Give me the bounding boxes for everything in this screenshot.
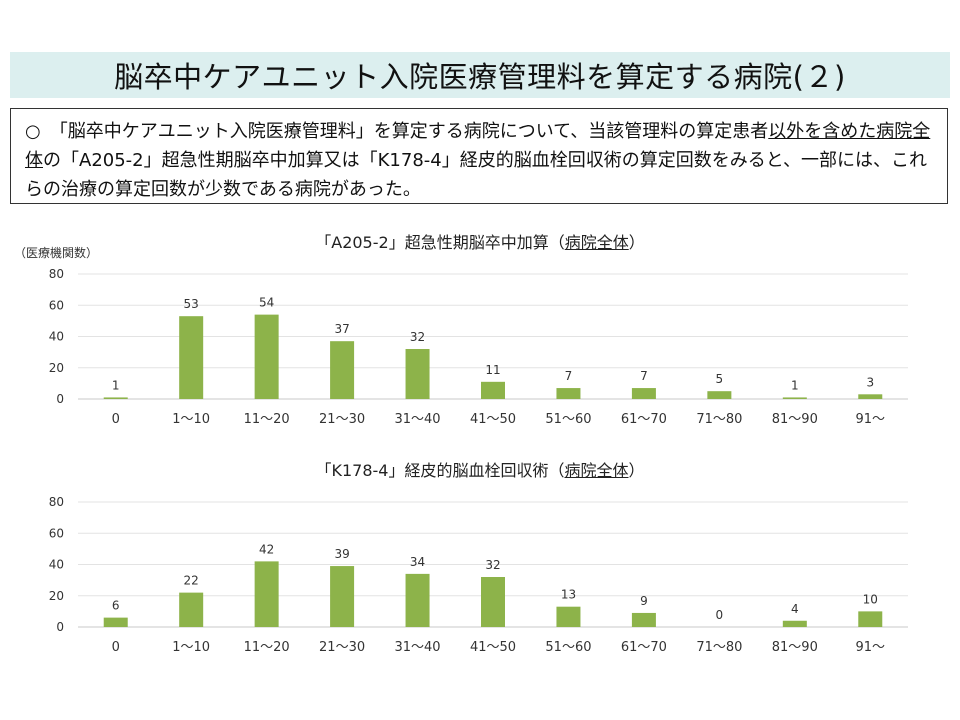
chart2-x-tick-label: 61～70	[621, 640, 667, 655]
chart1-data-label: 11	[485, 363, 500, 377]
chart2-x-tick-label: 91～	[855, 640, 885, 655]
chart2-y-tick-label: 20	[49, 589, 64, 603]
chart1-x-tick-label: 11～20	[244, 412, 290, 427]
chart1-bar	[707, 391, 732, 399]
summary-text: ○ 「脳卒中ケアユニット入院医療管理料」を算定する病院について、当該管理料の算定…	[25, 117, 933, 204]
chart2-x-tick-label: 11～20	[244, 640, 290, 655]
chart1-data-label: 1	[112, 378, 120, 392]
chart2-bar	[556, 606, 581, 627]
chart2-data-label: 13	[561, 588, 576, 602]
chart2-data-label: 32	[485, 558, 500, 572]
chart1-data-label: 1	[791, 378, 799, 392]
chart1-bar	[782, 397, 807, 399]
chart1-data-label: 32	[410, 330, 425, 344]
chart2-y-tick-label: 60	[49, 526, 64, 540]
chart1-data-label: 3	[866, 375, 874, 389]
chart2-bar	[179, 592, 204, 627]
chart1-bar	[254, 314, 279, 399]
chart1-x-tick-label: 91～	[855, 412, 885, 427]
chart1-y-tick-label: 20	[49, 361, 64, 375]
chart1-data-label: 53	[184, 297, 199, 311]
chart2-bar	[858, 611, 883, 627]
chart1-title-suffix: ）	[628, 233, 645, 252]
chart2-data-label: 9	[640, 594, 648, 608]
chart2-data-label: 34	[410, 555, 425, 569]
chart2-x-tick-label: 71～80	[696, 640, 742, 655]
chart2-x-tick-label: 0	[112, 640, 120, 655]
chart1-bar	[405, 349, 430, 399]
chart2-bar	[330, 566, 355, 627]
chart2: 02040608060221～104211～203921～303431～4032…	[49, 495, 908, 655]
chart2-title-prefix: 「K178-4」経皮的脳血栓回収術（	[315, 461, 565, 480]
chart1-x-tick-label: 41～50	[470, 412, 516, 427]
chart1-y-axis-label: （医療機関数）	[14, 246, 99, 260]
chart1-bar	[179, 316, 204, 399]
chart1-title: 「A205-2」超急性期脳卒中加算（病院全体）	[0, 229, 960, 253]
chart1-bar	[631, 388, 656, 399]
chart2-data-label: 22	[184, 574, 199, 588]
chart2-data-label: 0	[716, 608, 724, 622]
chart2-x-tick-label: 21～30	[319, 640, 365, 655]
chart2-data-label: 6	[112, 599, 120, 613]
chart2-bar	[254, 561, 279, 627]
chart1-x-tick-label: 31～40	[394, 412, 440, 427]
chart1-title-underlined: 病院全体	[564, 233, 629, 252]
chart2-data-label: 4	[791, 602, 799, 616]
chart2-title-suffix: ）	[628, 461, 645, 480]
chart2-title-underlined: 病院全体	[564, 461, 629, 480]
chart2-y-tick-label: 80	[49, 495, 64, 509]
chart1-x-tick-label: 61～70	[621, 412, 667, 427]
chart1-bar	[556, 388, 581, 399]
chart1-data-label: 7	[565, 369, 573, 383]
chart1: 02040608010531～105411～203721～303231～4011…	[49, 267, 908, 427]
chart1-x-tick-label: 81～90	[772, 412, 818, 427]
chart2-data-label: 10	[863, 592, 878, 606]
chart2-bar	[631, 612, 656, 627]
page-title: 脳卒中ケアユニット入院医療管理料を算定する病院(２)	[114, 60, 846, 94]
chart1-x-tick-label: 1～10	[172, 412, 210, 427]
chart2-data-label: 42	[259, 542, 274, 556]
title-bar: 脳卒中ケアユニット入院医療管理料を算定する病院(２)	[10, 52, 950, 98]
chart1-y-tick-label: 40	[49, 330, 64, 344]
bullet-icon: ○	[25, 121, 41, 142]
chart2-x-tick-label: 1～10	[172, 640, 210, 655]
chart1-x-tick-label: 0	[112, 412, 120, 427]
summary-part1: 「脳卒中ケアユニット入院医療管理料」を算定する病院について、当該管理料の算定患者	[58, 121, 769, 142]
chart2-y-tick-label: 0	[56, 620, 64, 634]
chart1-bar	[481, 381, 505, 399]
summary-box: ○ 「脳卒中ケアユニット入院医療管理料」を算定する病院について、当該管理料の算定…	[10, 108, 948, 204]
chart1-y-tick-label: 80	[49, 267, 64, 281]
chart1-bar	[330, 341, 355, 399]
chart2-bar	[782, 620, 807, 627]
chart2-title: 「K178-4」経皮的脳血栓回収術（病院全体）	[0, 457, 960, 481]
summary-underlined: 以外を含めた病院全体	[25, 121, 931, 171]
chart1-x-tick-label: 51～60	[545, 412, 591, 427]
chart1-y-tick-label: 0	[56, 392, 64, 406]
chart2-x-tick-label: 31～40	[394, 640, 440, 655]
chart1-y-tick-label: 60	[49, 298, 64, 312]
chart1-title-prefix: 「A205-2」超急性期脳卒中加算（	[315, 233, 565, 252]
chart2-data-label: 39	[334, 547, 349, 561]
chart1-x-tick-label: 21～30	[319, 412, 365, 427]
chart2-x-tick-label: 51～60	[545, 640, 591, 655]
chart2-bar	[481, 577, 505, 627]
chart2-x-tick-label: 41～50	[470, 640, 516, 655]
summary-part2: の「A205-2」超急性期脳卒中加算又は「K178-4」経皮的脳血栓回収術の算定…	[25, 150, 928, 200]
chart1-bar	[103, 397, 128, 399]
chart1-data-label: 7	[640, 369, 648, 383]
chart1-bar	[858, 394, 883, 399]
chart2-bar	[103, 617, 128, 627]
chart2-y-tick-label: 40	[49, 558, 64, 572]
chart2-x-tick-label: 81～90	[772, 640, 818, 655]
chart1-data-label: 37	[334, 322, 349, 336]
chart1-data-label: 5	[716, 372, 724, 386]
chart1-data-label: 54	[259, 296, 274, 310]
chart2-bar	[405, 573, 430, 627]
chart1-x-tick-label: 71～80	[696, 412, 742, 427]
